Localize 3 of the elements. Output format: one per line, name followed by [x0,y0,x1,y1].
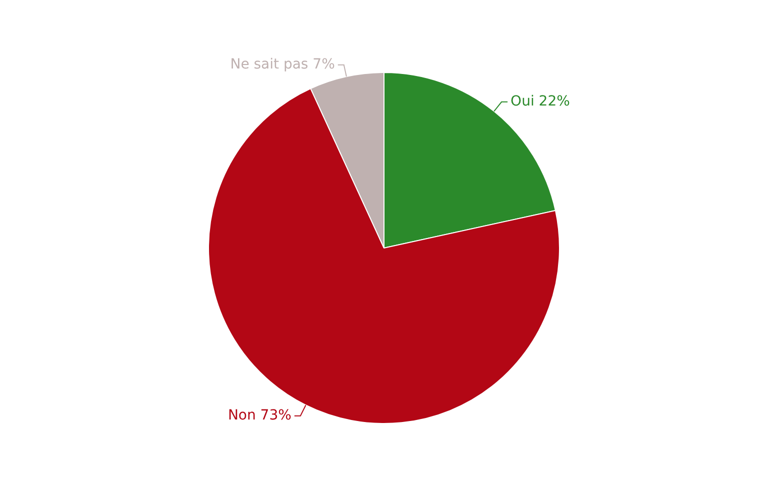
slice-label: Non 73% [228,407,292,424]
slice-label: Oui 22% [510,94,570,110]
slice-label: Ne sait pas 7% [230,56,335,72]
